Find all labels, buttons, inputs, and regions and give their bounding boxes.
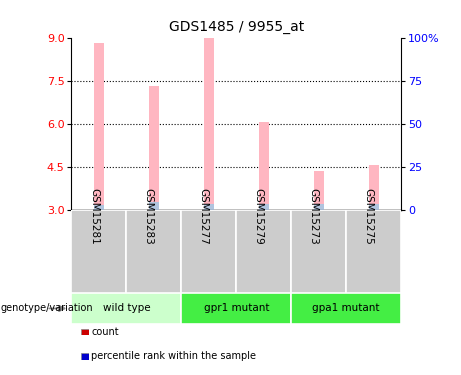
Text: genotype/variation: genotype/variation [1,303,94,313]
Text: count: count [91,327,119,337]
Bar [181,210,236,292]
Bar [314,204,324,210]
Bar [291,292,401,324]
Bar [204,38,214,210]
Text: GSM15283: GSM15283 [144,188,154,245]
Text: GSM15275: GSM15275 [364,188,373,245]
Bar [346,210,401,292]
Bar [94,205,104,210]
Bar [369,204,378,210]
Bar [149,86,159,210]
Text: gpa1 mutant: gpa1 mutant [313,303,380,313]
Text: GSM15279: GSM15279 [254,188,264,245]
Title: GDS1485 / 9955_at: GDS1485 / 9955_at [169,20,304,34]
Text: gpr1 mutant: gpr1 mutant [203,303,269,313]
Bar [259,204,269,210]
Text: GSM15277: GSM15277 [199,188,209,245]
Bar [181,292,291,324]
Bar [369,165,378,210]
Bar [204,204,214,210]
Bar [314,171,324,210]
Text: GSM15273: GSM15273 [309,188,319,245]
Bar [94,43,104,210]
Bar [126,210,181,292]
Bar [71,210,126,292]
Bar [71,292,181,324]
Bar [149,202,159,210]
Text: GSM15281: GSM15281 [89,188,99,245]
Bar [236,210,291,292]
Bar [291,210,346,292]
Bar [259,122,269,210]
Text: percentile rank within the sample: percentile rank within the sample [91,351,256,361]
Text: wild type: wild type [103,303,150,313]
